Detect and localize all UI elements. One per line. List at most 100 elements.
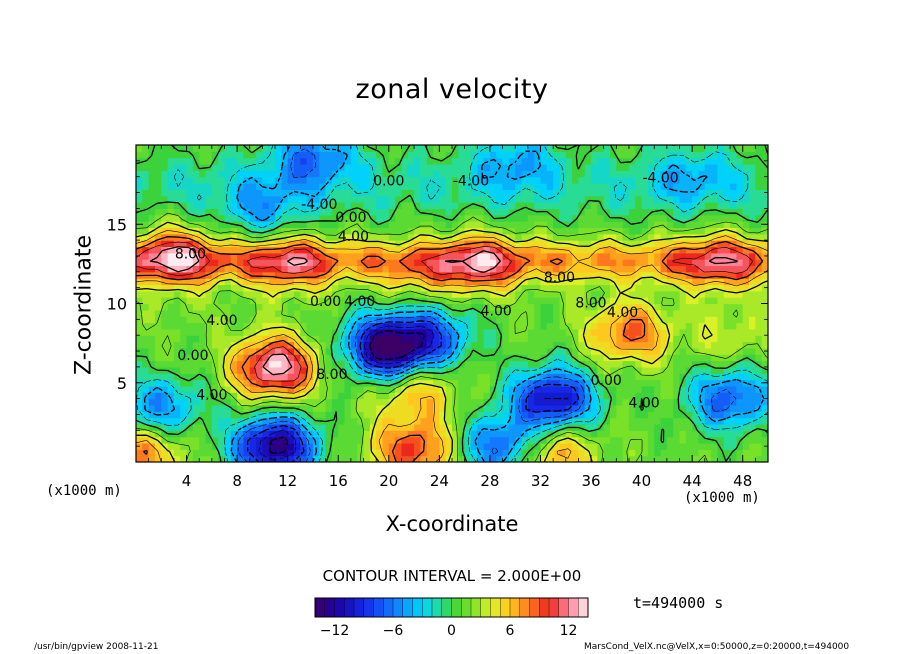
heatmap-cell: [262, 278, 270, 286]
heatmap-cell: [489, 271, 497, 279]
heatmap-cell: [553, 322, 561, 330]
heatmap-cell: [407, 436, 415, 444]
heatmap-cell: [369, 278, 377, 286]
heatmap-cell: [224, 202, 232, 209]
heatmap-cell: [610, 176, 617, 184]
heatmap-cell: [312, 259, 320, 267]
heatmap-cell: [698, 341, 706, 349]
heatmap-cell: [470, 335, 478, 343]
heatmap-cell: [458, 322, 466, 330]
heatmap-cell: [363, 423, 371, 431]
heatmap-cell: [540, 423, 548, 431]
heatmap-cell: [224, 316, 232, 324]
heatmap-cell: [161, 379, 169, 387]
heatmap-cell: [660, 151, 668, 159]
heatmap-cell: [224, 449, 232, 457]
heatmap-cell: [173, 398, 181, 406]
heatmap-cell: [458, 347, 466, 355]
heatmap-cell: [723, 290, 731, 298]
heatmap-cell: [331, 157, 339, 165]
heatmap-cell: [325, 202, 333, 209]
heatmap-cell: [584, 328, 592, 336]
heatmap-cell: [287, 183, 295, 190]
heatmap-cell: [761, 214, 768, 222]
heatmap-cell: [294, 278, 301, 286]
heatmap-cell: [616, 417, 624, 425]
heatmap-cell: [161, 436, 169, 444]
heatmap-cell: [565, 278, 573, 286]
heatmap-cell: [635, 303, 643, 311]
heatmap-cell: [306, 164, 314, 171]
heatmap-cell: [559, 341, 567, 349]
heatmap-cell: [572, 271, 579, 279]
heatmap-cell: [755, 379, 763, 387]
heatmap-cell: [275, 271, 282, 279]
heatmap-cell: [331, 379, 339, 387]
heatmap-cell: [300, 366, 308, 374]
heatmap-cell: [331, 347, 339, 355]
heatmap-cell: [287, 322, 295, 330]
heatmap-cell: [401, 176, 409, 184]
heatmap-cell: [230, 398, 238, 406]
heatmap-cell: [553, 189, 561, 197]
heatmap-cell: [458, 183, 466, 190]
heatmap-cell: [420, 430, 428, 438]
heatmap-cell: [161, 398, 169, 406]
heatmap-cell: [527, 455, 535, 462]
heatmap-cell: [704, 347, 712, 355]
heatmap-cell: [464, 455, 472, 462]
heatmap-cell: [673, 411, 681, 419]
heatmap-cell: [331, 404, 339, 412]
heatmap-cell: [237, 373, 245, 381]
heatmap-cell: [704, 271, 712, 279]
heatmap-cell: [300, 411, 308, 419]
heatmap-cell: [369, 240, 377, 248]
heatmap-cell: [496, 297, 504, 305]
heatmap-cell: [711, 347, 719, 355]
heatmap-cell: [546, 240, 554, 248]
heatmap-cell: [730, 354, 737, 362]
heatmap-cell: [275, 189, 282, 197]
heatmap-cell: [205, 360, 213, 368]
heatmap-cell: [192, 303, 200, 311]
heatmap-cell: [477, 271, 485, 279]
heatmap-cell: [281, 290, 289, 298]
heatmap-cell: [559, 297, 567, 305]
heatmap-cell: [622, 398, 630, 406]
heatmap-cell: [407, 417, 415, 425]
heatmap-cell: [167, 328, 175, 336]
heatmap-cell: [470, 455, 478, 462]
heatmap-cell: [395, 145, 403, 152]
heatmap-cell: [211, 411, 219, 419]
heatmap-cell: [565, 252, 573, 260]
heatmap-cell: [692, 290, 700, 298]
heatmap-cell: [312, 322, 320, 330]
heatmap-cell: [262, 221, 270, 229]
heatmap-cell: [426, 442, 434, 450]
heatmap-cell: [647, 373, 655, 381]
heatmap-cell: [685, 341, 693, 349]
heatmap-cell: [628, 189, 636, 197]
heatmap-cell: [325, 328, 333, 336]
heatmap-cell: [730, 164, 737, 171]
heatmap-cell: [685, 183, 693, 190]
heatmap-cell: [660, 265, 668, 273]
heatmap-cell: [742, 322, 750, 330]
heatmap-cell: [395, 385, 403, 393]
heatmap-cell: [717, 221, 725, 229]
heatmap-cell: [628, 145, 636, 152]
heatmap-cell: [420, 259, 428, 267]
heatmap-cell: [502, 240, 510, 248]
heatmap-cell: [211, 297, 219, 305]
heatmap-cell: [407, 240, 415, 248]
heatmap-cell: [647, 214, 655, 222]
heatmap-cell: [717, 246, 725, 254]
heatmap-cell: [211, 290, 219, 298]
heatmap-cell: [610, 284, 617, 292]
heatmap-cell: [647, 233, 655, 241]
heatmap-cell: [749, 328, 756, 336]
heatmap-cell: [407, 221, 415, 229]
heatmap-cell: [344, 189, 352, 197]
heatmap-cell: [256, 221, 263, 229]
heatmap-cell: [591, 195, 598, 203]
